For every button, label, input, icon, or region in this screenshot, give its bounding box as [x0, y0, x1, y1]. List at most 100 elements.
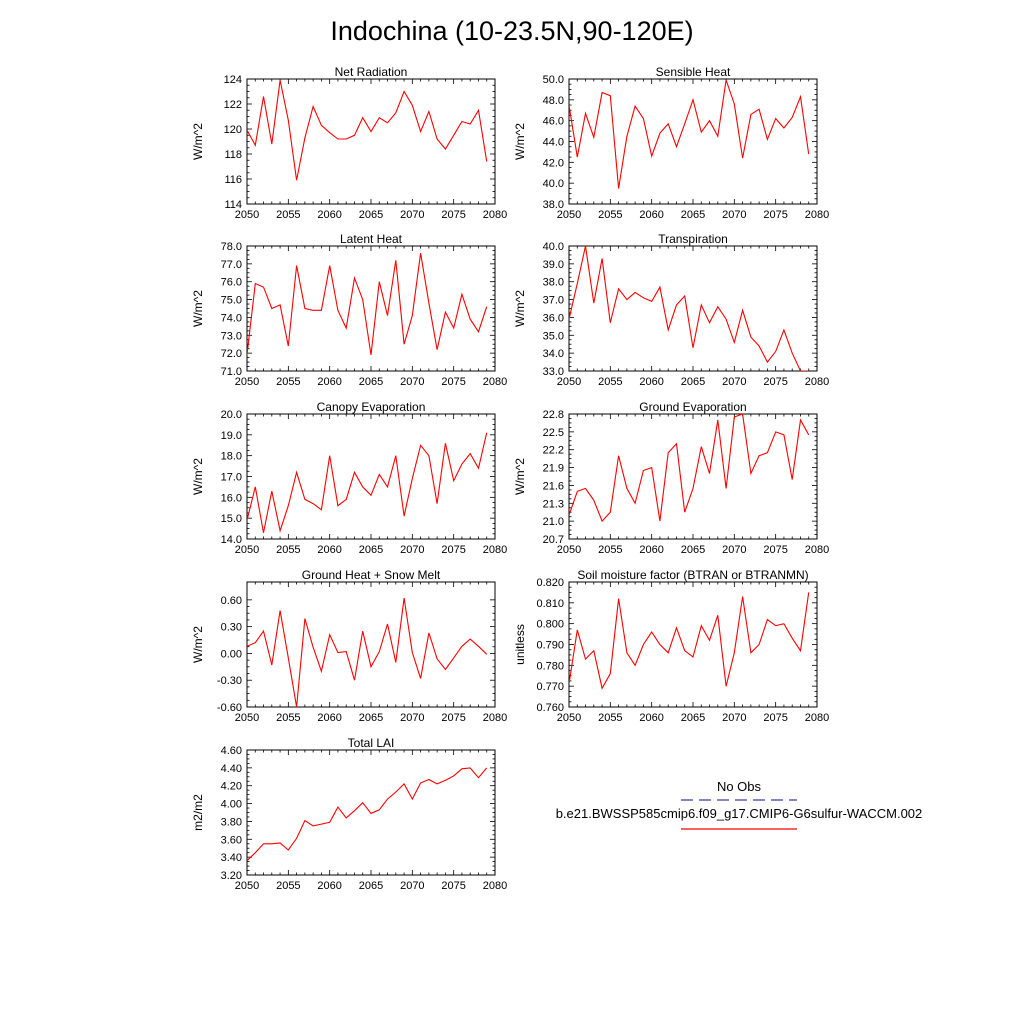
y-axis-label: W/m^2: [191, 626, 205, 663]
y-tick-label: 0.790: [536, 640, 564, 652]
x-tick-label: 2075: [763, 209, 787, 221]
x-tick-label: 2080: [805, 712, 829, 724]
y-tick-label: 38.0: [543, 199, 564, 211]
y-tick-label: 0.810: [536, 598, 564, 610]
y-tick-label: 4.60: [221, 745, 242, 757]
y-tick-label: 72.0: [221, 348, 242, 360]
x-tick-label: 2060: [639, 712, 663, 724]
y-tick-label: 3.80: [221, 816, 242, 828]
y-tick-label: 0.60: [221, 595, 242, 607]
y-tick-label: 124: [224, 74, 242, 86]
x-tick-label: 2070: [400, 376, 424, 388]
x-tick-label: 2080: [483, 544, 507, 556]
y-tick-label: 39.0: [543, 259, 564, 271]
x-tick-label: 2080: [805, 209, 829, 221]
x-tick-label: 2055: [598, 544, 622, 556]
x-tick-label: 2060: [639, 544, 663, 556]
series-line: [247, 598, 488, 707]
y-tick-label: 14.0: [221, 534, 242, 546]
panel-title: Sensible Heat: [656, 65, 731, 79]
x-tick-label: 2070: [400, 712, 424, 724]
y-axis-label: unitless: [513, 624, 527, 665]
x-tick-label: 2060: [317, 880, 341, 892]
x-tick-label: 2070: [400, 880, 424, 892]
y-tick-label: 42.0: [543, 157, 564, 169]
y-tick-label: 37.0: [543, 295, 564, 307]
y-axis-label: W/m^2: [191, 290, 205, 327]
series-line: [569, 246, 809, 371]
y-tick-label: 22.5: [543, 427, 564, 439]
x-tick-label: 2060: [639, 376, 663, 388]
y-axis-label: m2/m2: [191, 794, 205, 831]
y-tick-label: -0.30: [217, 675, 242, 687]
y-tick-label: 50.0: [543, 74, 564, 86]
y-tick-label: 46.0: [543, 116, 564, 128]
y-tick-label: 48.0: [543, 95, 564, 107]
series-line: [569, 79, 810, 189]
x-tick-label: 2055: [276, 544, 300, 556]
panel-title: Ground Heat + Snow Melt: [302, 568, 441, 582]
y-tick-label: 3.60: [221, 834, 242, 846]
y-tick-label: 40.0: [543, 178, 564, 190]
x-tick-label: 2070: [722, 712, 746, 724]
panel-soil-moisture-factor-btran-or-btranmn: Soil moisture factor (BTRAN or BTRANMN) u…: [513, 568, 829, 724]
y-tick-label: 22.8: [543, 409, 564, 421]
x-tick-label: 2075: [441, 209, 465, 221]
x-tick-label: 2075: [441, 544, 465, 556]
y-tick-label: 0.780: [536, 660, 564, 672]
y-tick-label: 21.6: [543, 480, 564, 492]
panel-title: Total LAI: [348, 736, 395, 750]
panel-sensible-heat: Sensible Heat W/m^2 2050 2055 2060 2065 2070 20…: [513, 65, 829, 221]
legend: No Obs b.e21.BWSSP585cmip6.f09_g17.CMIP6…: [556, 779, 922, 830]
y-tick-label: 22.2: [543, 445, 564, 457]
x-tick-label: 2080: [483, 209, 507, 221]
y-tick-label: 19.0: [221, 430, 242, 442]
x-tick-label: 2060: [317, 544, 341, 556]
series-line: [247, 253, 488, 355]
y-tick-label: 74.0: [221, 312, 242, 324]
panel-grid: Net Radiation W/m^2 2050 2055 2060 2065 2070 20…: [191, 65, 829, 892]
x-tick-label: 2070: [722, 376, 746, 388]
y-tick-label: 118: [224, 149, 242, 161]
y-tick-label: 0.800: [536, 619, 564, 631]
x-tick-label: 2050: [557, 544, 581, 556]
x-tick-label: 2065: [681, 712, 705, 724]
series-line: [569, 414, 810, 523]
panel-title: Net Radiation: [335, 65, 408, 79]
y-tick-label: 33.0: [543, 366, 564, 378]
x-tick-label: 2050: [557, 712, 581, 724]
x-tick-label: 2065: [359, 544, 383, 556]
x-tick-label: 2080: [483, 376, 507, 388]
panel-total-lai: Total LAI m2/m2 2050 2055 2060 2065 2070 2075 20…: [191, 736, 507, 892]
series-line: [247, 432, 488, 533]
plot-frame: [568, 245, 818, 372]
y-tick-label: 21.3: [543, 498, 564, 510]
y-tick-label: 122: [224, 99, 242, 111]
x-tick-label: 2075: [763, 544, 787, 556]
x-tick-label: 2070: [400, 544, 424, 556]
x-tick-label: 2075: [763, 712, 787, 724]
y-tick-label: 17.0: [221, 472, 242, 484]
y-axis-label: W/m^2: [191, 458, 205, 495]
x-tick-label: 2070: [722, 544, 746, 556]
plot-frame: [568, 78, 818, 205]
y-tick-label: 116: [224, 174, 242, 186]
y-tick-label: 3.20: [221, 870, 242, 882]
plot-frame: [568, 581, 818, 708]
x-tick-label: 2050: [235, 712, 259, 724]
y-tick-label: 71.0: [221, 366, 242, 378]
panel-ground-heat-snow-melt: Ground Heat + Snow Melt W/m^2 2050 2055 2060…: [191, 568, 507, 724]
panel-title: Canopy Evaporation: [317, 400, 426, 414]
x-tick-label: 2065: [681, 376, 705, 388]
x-tick-label: 2055: [598, 376, 622, 388]
y-axis-label: W/m^2: [513, 458, 527, 495]
x-tick-label: 2065: [681, 544, 705, 556]
y-tick-label: 44.0: [543, 137, 564, 149]
panel-title: Transpiration: [658, 232, 728, 246]
y-tick-label: 0.820: [536, 577, 564, 589]
y-tick-label: 34.0: [543, 348, 564, 360]
x-tick-label: 2060: [317, 712, 341, 724]
panel-title: Soil moisture factor (BTRAN or BTRANMN): [577, 568, 808, 582]
x-tick-label: 2065: [359, 376, 383, 388]
